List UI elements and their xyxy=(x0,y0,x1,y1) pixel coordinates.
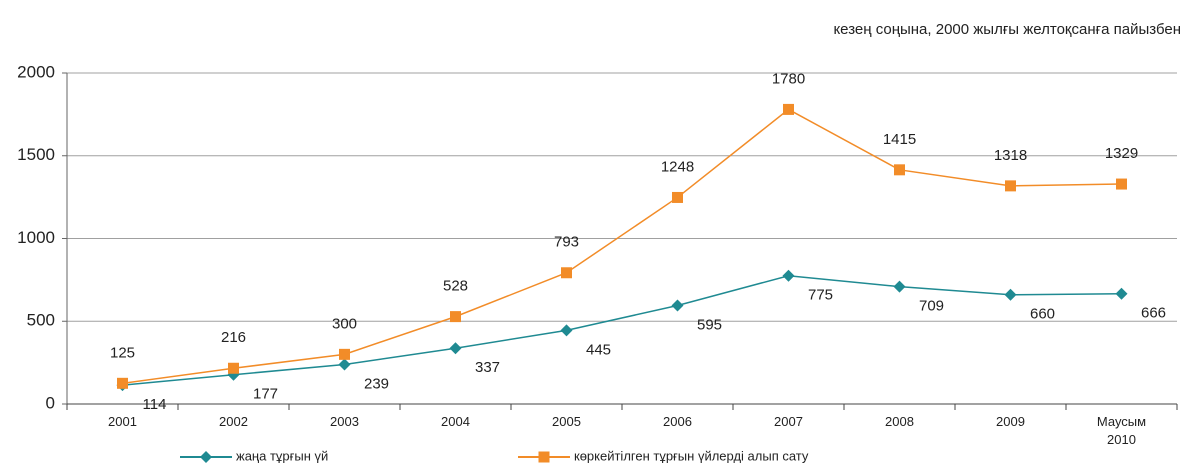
data-label: 666 xyxy=(1141,305,1166,322)
y-tick-label: 500 xyxy=(27,311,55,330)
data-label: 1329 xyxy=(1105,145,1138,162)
marker xyxy=(339,348,350,360)
x-tick-label: 2002 xyxy=(219,414,248,429)
marker xyxy=(1004,288,1017,301)
data-label: 775 xyxy=(808,287,833,304)
data-label: 125 xyxy=(110,344,135,361)
series-line xyxy=(122,274,1122,386)
marker xyxy=(338,358,351,371)
data-label: 1780 xyxy=(772,70,805,87)
marker xyxy=(117,377,128,389)
data-label: 300 xyxy=(332,315,357,332)
y-tick-label: 2000 xyxy=(17,62,55,81)
marker xyxy=(449,342,462,355)
marker xyxy=(782,269,795,282)
x-tick-label: 2004 xyxy=(441,414,470,429)
data-label: 709 xyxy=(919,298,944,315)
data-label: 239 xyxy=(364,375,389,392)
x-tick-label: 2005 xyxy=(552,414,581,429)
marker xyxy=(228,362,239,374)
data-label: 660 xyxy=(1030,306,1055,323)
data-label: 177 xyxy=(253,386,278,403)
data-label: 793 xyxy=(554,234,579,251)
x-tick-label: Маусым 2010 xyxy=(1096,414,1147,447)
x-tick-label: 2007 xyxy=(774,414,803,429)
legend-label: көркейтілген тұрғын үйлерді алып сату xyxy=(574,448,809,463)
y-tick-label: 1000 xyxy=(17,228,55,247)
marker xyxy=(450,311,461,323)
y-tick-label: 0 xyxy=(46,393,55,412)
marker xyxy=(1005,180,1016,192)
marker xyxy=(893,280,906,293)
marker xyxy=(1115,287,1128,300)
data-label: 337 xyxy=(475,359,500,376)
x-tick-label: 2006 xyxy=(663,414,692,429)
marker xyxy=(783,103,794,115)
marker xyxy=(672,191,683,203)
marker xyxy=(538,451,550,463)
x-tick-label: 2003 xyxy=(330,414,359,429)
marker xyxy=(561,267,572,279)
data-label: 1415 xyxy=(883,131,916,148)
data-label: 114 xyxy=(143,396,167,413)
data-label: 445 xyxy=(586,341,611,358)
x-tick-label: 2009 xyxy=(996,414,1025,429)
series-line xyxy=(122,108,1122,385)
data-label: 528 xyxy=(443,278,468,295)
x-tick-label: 2008 xyxy=(885,414,914,429)
y-tick-label: 1500 xyxy=(17,145,55,164)
x-tick-label: 2001 xyxy=(108,414,137,429)
chart-subtitle: кезең соңына, 2000 жылғы желтоқсанға пай… xyxy=(833,21,1181,38)
data-label: 216 xyxy=(221,329,246,346)
marker xyxy=(1116,178,1127,190)
marker xyxy=(894,164,905,176)
data-label: 595 xyxy=(697,316,722,333)
marker xyxy=(560,324,573,337)
marker xyxy=(200,451,212,463)
marker xyxy=(671,299,684,312)
data-label: 1318 xyxy=(994,147,1027,164)
legend-label: жаңа тұрғын үй xyxy=(236,448,328,463)
data-label: 1248 xyxy=(661,158,694,175)
